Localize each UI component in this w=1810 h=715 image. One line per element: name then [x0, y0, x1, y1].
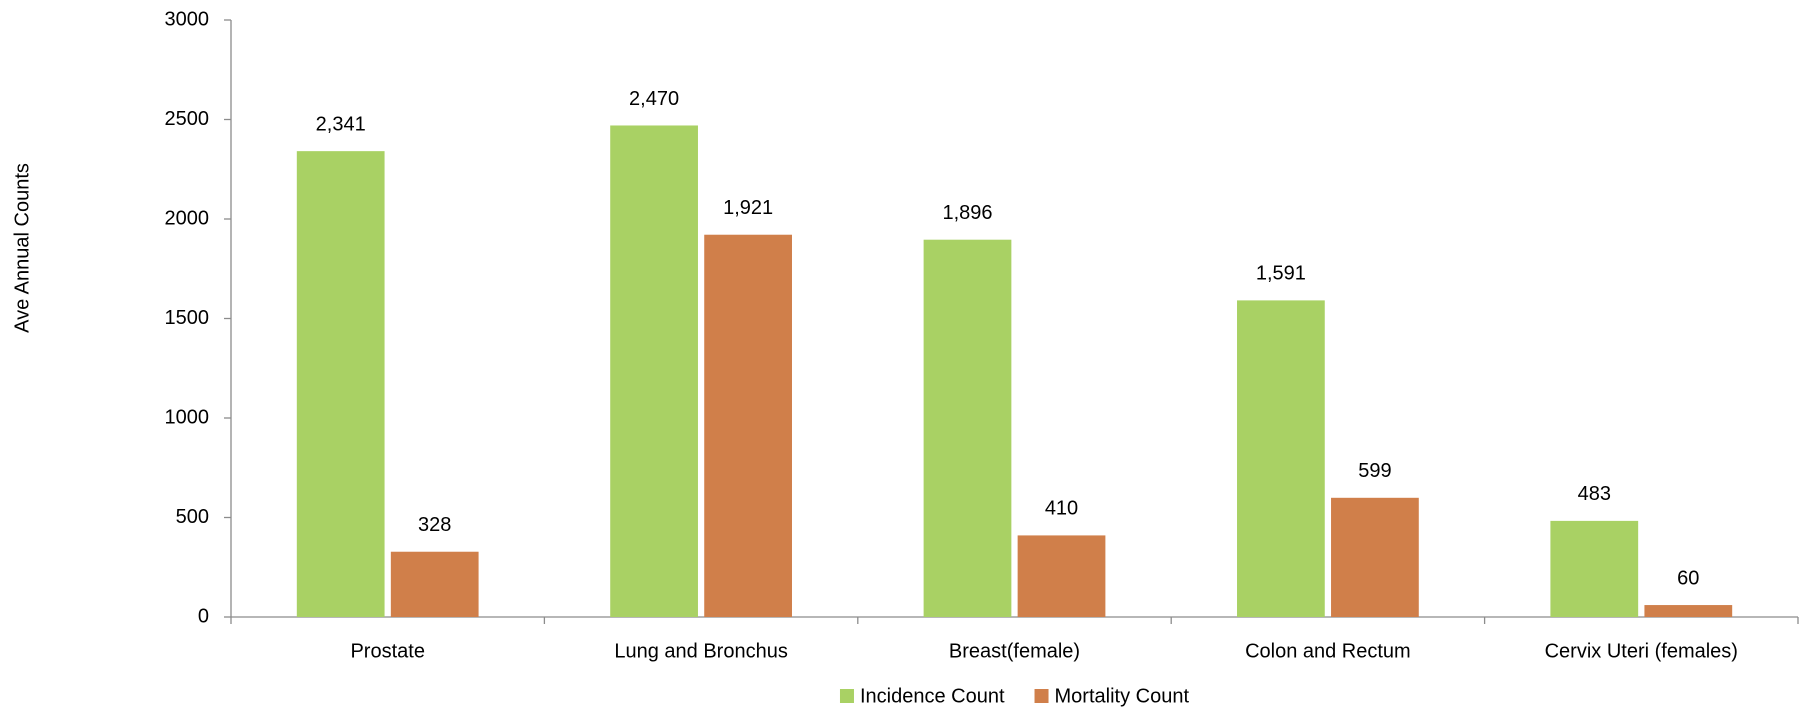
value-label: 60	[1677, 567, 1699, 589]
y-axis-title: Ave Annual Counts	[11, 163, 33, 333]
y-tick-label: 3000	[165, 8, 210, 30]
bar	[1550, 520, 1639, 617]
legend-swatch	[839, 689, 854, 703]
legend-label: Incidence Count	[860, 685, 1005, 707]
x-tick-label: Cervix Uteri (females)	[1545, 640, 1738, 662]
value-label: 1,921	[723, 197, 773, 219]
value-label: 1,591	[1256, 263, 1306, 285]
bar	[296, 151, 385, 618]
legend-swatch	[1034, 689, 1049, 703]
value-label: 1,896	[942, 202, 992, 224]
value-label: 2,470	[629, 88, 679, 110]
value-label: 599	[1358, 460, 1391, 482]
bar	[923, 239, 1012, 618]
x-tick-label: Prostate	[350, 640, 424, 662]
bar	[1644, 605, 1733, 617]
y-tick-label: 1000	[165, 406, 210, 428]
value-label: 328	[418, 514, 451, 536]
bar	[610, 125, 698, 617]
bar	[704, 234, 792, 617]
y-tick-label: 2000	[165, 207, 210, 229]
value-label: 410	[1045, 498, 1078, 520]
bar	[1237, 300, 1325, 617]
x-tick-label: Lung and Bronchus	[614, 640, 787, 662]
x-tick-label: Breast(female)	[949, 640, 1080, 662]
y-tick-label: 1500	[165, 307, 210, 329]
bar	[1331, 497, 1419, 617]
value-label: 483	[1578, 483, 1611, 505]
y-tick-label: 500	[176, 506, 209, 528]
y-tick-label: 2500	[165, 108, 210, 130]
bar	[1017, 535, 1106, 617]
x-tick-label: Colon and Rectum	[1245, 640, 1411, 662]
legend-label: Mortality Count	[1055, 685, 1190, 707]
value-label: 2,341	[316, 113, 366, 135]
bar	[390, 551, 479, 617]
y-tick-label: 0	[198, 605, 209, 627]
